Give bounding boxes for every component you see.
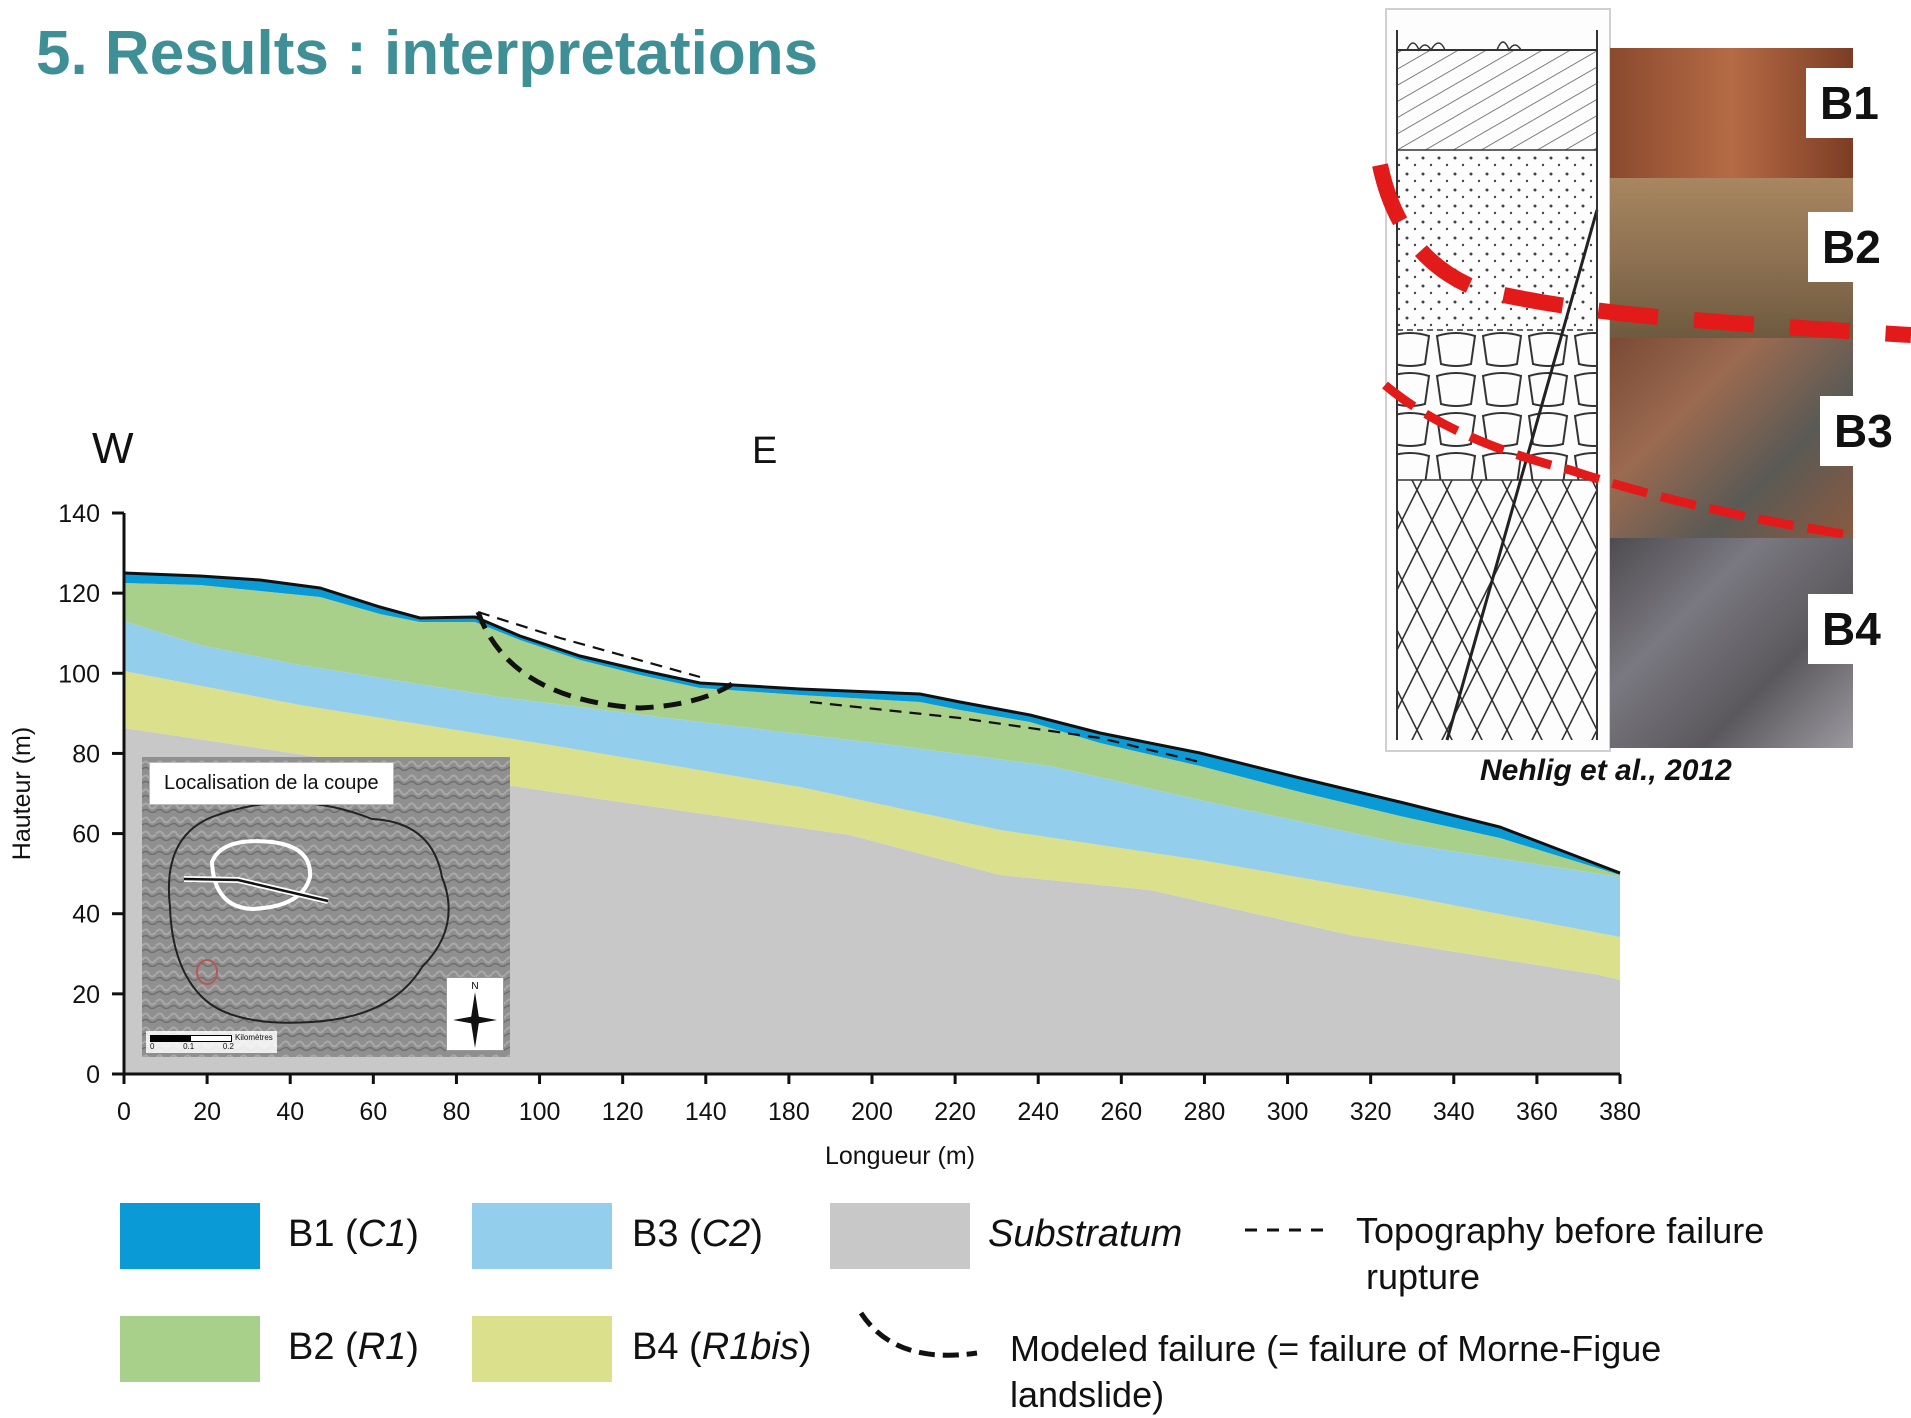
x-axis-title: Longueur (m): [825, 1142, 975, 1170]
profile-axes: 0 20 40 60 80 100 120 140 0 20 40 60 80 100 120 140 180 2…: [8, 500, 1640, 1170]
legend-swatch-b2: [120, 1316, 260, 1382]
x-tick-label: 0: [117, 1098, 131, 1126]
y-tick-label: 60: [72, 821, 100, 849]
photo-band-b3: [1610, 338, 1853, 538]
scale-unit: Kilomètres: [235, 1033, 273, 1042]
location-inset-map: Localisation de la coupe N Kilomètres 0 …: [142, 757, 510, 1057]
x-tick-label: 340: [1433, 1098, 1475, 1126]
scale-tick: 0.1: [183, 1042, 195, 1051]
x-tick-label: 360: [1516, 1098, 1558, 1126]
y-axis-title: Hauteur (m): [8, 727, 36, 860]
stratigraphic-column-sketch: [1385, 8, 1611, 752]
y-tick-label: 40: [72, 901, 100, 929]
layer-boundary-lines: [1372, 163, 1911, 540]
x-tick-label: 20: [193, 1098, 221, 1126]
b3-layer: [124, 621, 1620, 937]
x-tick-label: 220: [934, 1098, 976, 1126]
b4-layer: [124, 671, 1620, 980]
x-tick-label: 320: [1350, 1098, 1392, 1126]
legend-label-b2: B2 (R1): [288, 1326, 419, 1368]
legend-swatch-b4: [472, 1316, 612, 1382]
y-tick-label: 20: [72, 981, 100, 1009]
x-tick-label: 120: [602, 1098, 644, 1126]
column-drawing: [1396, 30, 1599, 741]
citation: Nehlig et al., 2012: [1480, 754, 1732, 787]
pre-failure-topography-dashed: [477, 610, 701, 679]
x-tick-label: 100: [519, 1098, 561, 1126]
legend-label-b3: B3 (C2): [632, 1213, 763, 1255]
legend-label-topography: Topography before failure rupture: [1356, 1210, 1765, 1297]
x-tick-label: 240: [1017, 1098, 1059, 1126]
b3-b4-boundary-red-dashed: [1382, 381, 1851, 540]
x-tick-label: 300: [1267, 1098, 1309, 1126]
x-tick-label: 60: [359, 1098, 387, 1126]
x-tick-label: 140: [685, 1098, 727, 1126]
compass-rose: N: [446, 977, 504, 1051]
page-title: 5. Results : interpretations: [36, 19, 819, 88]
legend-swatch-b3: [472, 1203, 612, 1269]
layer-label-b1: B1: [1806, 68, 1893, 138]
x-tick-label: 260: [1100, 1098, 1142, 1126]
y-tick-label: 0: [86, 1061, 100, 1089]
legend-swatch-b1: [120, 1203, 260, 1269]
layer-label-b3: B3: [1820, 396, 1907, 466]
legend-label-b1: B1 (C1): [288, 1213, 419, 1255]
y-tick-label: 140: [58, 500, 100, 528]
study-area-outline: [209, 839, 313, 912]
x-tick-label: 200: [851, 1098, 893, 1126]
b2-layer: [124, 583, 1620, 877]
compass-north-label: N: [471, 981, 478, 992]
legend-label-b4: B4 (R1bis): [632, 1326, 812, 1368]
landslide-outline: [168, 801, 450, 1024]
modeled-failure-curve: [475, 611, 734, 711]
y-tick-label: 100: [58, 660, 100, 688]
scale-tick: 0.2: [222, 1042, 234, 1051]
inset-caption: Localisation de la coupe: [149, 762, 394, 805]
east-label: E: [752, 430, 778, 472]
b2-b3-boundary-red-dashed: [1372, 163, 1911, 343]
layer-label-b4: B4: [1808, 594, 1895, 664]
scale-bar: Kilomètres 0 0.1 0.2: [146, 1031, 277, 1053]
pre-failure-topography-dashed-east: [809, 700, 1201, 764]
y-tick-label: 120: [58, 580, 100, 608]
legend-label-substratum: Substratum: [988, 1213, 1183, 1255]
x-tick-label: 180: [768, 1098, 810, 1126]
scale-tick: 0: [150, 1042, 155, 1051]
x-tick-label: 80: [443, 1098, 471, 1126]
west-label: W: [92, 424, 134, 473]
x-tick-label: 280: [1184, 1098, 1226, 1126]
legend-dashed-line-icon: [1245, 1228, 1331, 1232]
topography-line: [123, 571, 1621, 875]
small-landslide-outline: [196, 959, 218, 985]
y-tick-label: 80: [72, 740, 100, 768]
x-tick-label: 380: [1599, 1098, 1640, 1126]
legend-curved-dashed-icon: [858, 1311, 978, 1358]
x-tick-label: 40: [276, 1098, 304, 1126]
north-arrow-icon: N: [453, 981, 497, 1048]
layer-label-b2: B2: [1808, 212, 1895, 282]
legend-label-modeled-failure: Modeled failure (= failure of Morne-Figu…: [1010, 1328, 1662, 1415]
scale-bar-graphic: [150, 1035, 232, 1042]
section-line-core: [183, 877, 329, 903]
legend-swatch-substratum: [830, 1203, 970, 1269]
